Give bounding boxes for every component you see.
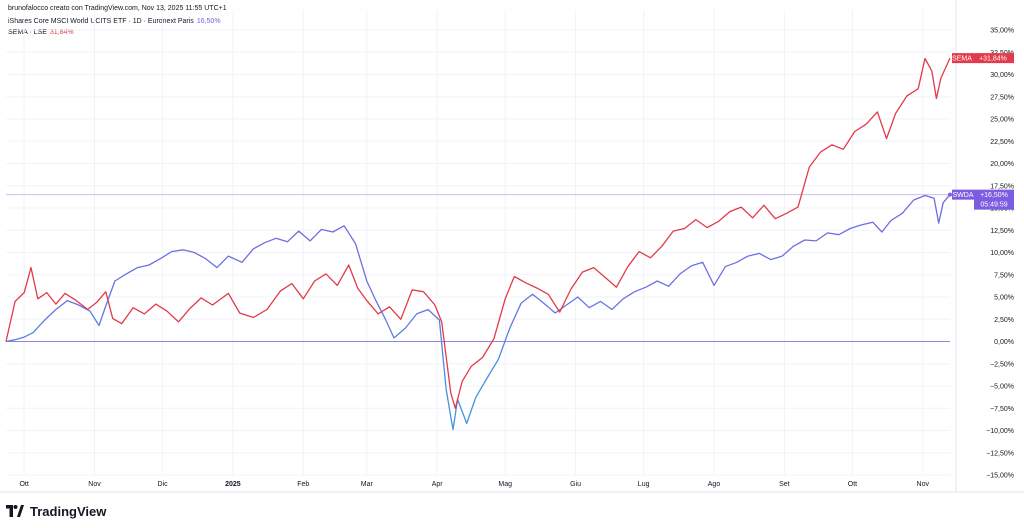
series-lines [5,57,952,431]
swda-value-badge [974,189,1014,210]
y-tick-label: 2,50% [994,317,1014,324]
y-tick-label: 25,00% [990,117,1014,124]
x-tick-label: Giu [570,481,581,488]
author-line: brunofalocco creato con TradingView.com,… [8,5,227,12]
y-tick-label: −10,00% [986,428,1014,435]
zero-line [6,194,950,342]
x-tick-label: Ott [19,481,28,488]
x-tick-label: 2025 [225,481,241,488]
sema-ticker-badge [952,53,972,64]
y-tick-label: 5,00% [994,295,1014,302]
y-tick-label: −5,00% [990,384,1014,391]
y-tick-label: 35,00% [990,28,1014,35]
y-tick-label: 17,50% [990,183,1014,190]
x-tick-label: Ago [708,481,721,488]
y-tick-label: −12,50% [986,450,1014,457]
swda-ticker-text: SWDA [953,192,974,199]
swda-time-text: 05:49:59 [980,202,1007,209]
brand[interactable]: TradingView [6,502,106,520]
legend-series-swda: iShares Core MSCI World UCITS ETF · 1D ·… [8,18,221,25]
legend-label-sema: SEMA · LSE [8,29,47,36]
last-value-labels: SEMA +31,84% SWDA +16,50% 05:49:59 [952,53,1014,210]
x-tick-label: Set [779,481,790,488]
legend-series-sema: SEMA · LSE 31,84% [8,29,74,36]
brand-name: TradingView [30,503,107,519]
swda-last-point [948,192,952,197]
x-tick-label: Mag [498,481,512,488]
y-tick-label: 27,50% [990,94,1014,101]
sema-value-badge [972,53,1014,64]
x-tick-label: Dic [158,481,169,488]
sema-value-text: +31,84% [979,56,1007,63]
legend-value-swda: 16,50% [196,18,221,25]
y-tick-label: −15,00% [986,473,1014,480]
y-tick-label: 7,50% [994,272,1014,279]
swda-value-text: +16,50% [980,192,1008,199]
x-tick-label: Ott [848,481,857,488]
legend-label-swda: iShares Core MSCI World UCITS ETF · 1D ·… [8,18,194,25]
series-line-swda [5,194,951,431]
x-tick-label: Lug [638,481,650,488]
y-tick-label: 22,50% [990,139,1014,146]
x-tick-label: Nov [88,481,101,488]
y-tick-label: −2,50% [990,361,1014,368]
y-tick-label: 12,50% [990,228,1014,235]
series-line-sema [5,57,951,409]
y-axis: 35,00%32,50%30,00%27,50%25,00%22,50%20,0… [955,0,1014,492]
tradingview-logo-icon [6,505,24,517]
legend-value-sema: 31,84% [49,29,74,36]
x-tick-label: Mar [361,481,374,488]
y-tick-label: 30,00% [990,72,1014,79]
grid [6,10,950,476]
y-tick-label: 20,00% [990,161,1014,168]
y-tick-label: 0,00% [994,339,1014,346]
y-tick-label: 10,00% [990,250,1014,257]
sema-ticker-text: SEMA [952,56,972,63]
y-tick-label: −7,50% [990,406,1014,413]
swda-ticker-badge [952,189,974,200]
x-tick-label: Nov [917,481,930,488]
x-tick-label: Apr [432,481,444,488]
x-axis: Ott Nov Dic 2025 Feb Mar Apr Mag Giu Lug Ago Set Ott… [0,481,1024,493]
x-tick-label: Feb [297,481,309,488]
